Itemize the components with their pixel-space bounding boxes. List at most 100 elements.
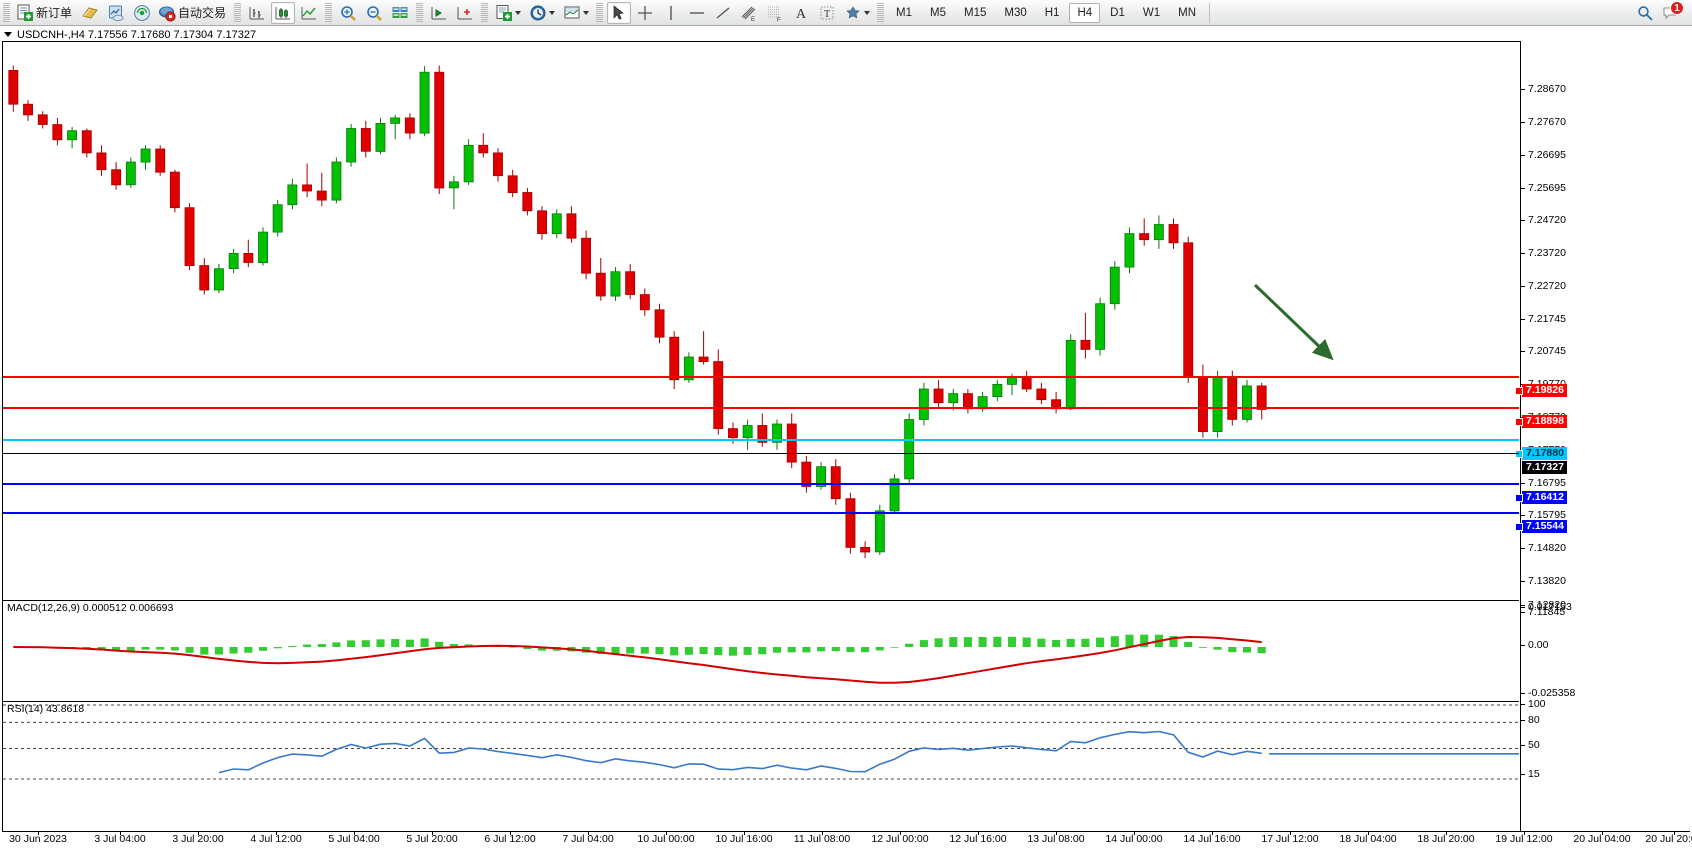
chevron-down-icon[interactable] [515,10,522,15]
indicators-button[interactable] [492,2,524,24]
time-tick [510,831,511,835]
horizontal-line-icon [688,4,706,22]
toolbar-group-3 [426,0,478,26]
bar-chart-button[interactable] [245,2,269,24]
crosshair-button[interactable] [633,2,657,24]
bar-chart-icon [248,4,266,22]
time-axis[interactable]: 30 Jun 2023 3 Jul 04:00 3 Jul 20:00 4 Jul 1… [2,831,1692,853]
strategy-tester-button[interactable] [104,2,128,24]
shapes-button[interactable] [841,2,873,24]
timeframe-w1[interactable]: W1 [1142,6,1161,19]
timeframe-h4[interactable]: H4 [1069,2,1101,23]
toolbar-grip[interactable] [3,2,10,23]
signals-button[interactable] [130,2,154,24]
resistance-line-2-label[interactable]: 7.18898 [1515,415,1567,428]
chart-menu-caret-icon[interactable] [4,32,12,37]
chevron-down-icon[interactable] [549,10,556,15]
auto-scroll-icon [430,4,448,22]
price-pane[interactable] [3,42,1519,599]
chevron-down-icon[interactable] [864,10,871,15]
resistance-line-2[interactable] [3,407,1519,409]
support-line-1-label[interactable]: 7.16412 [1515,491,1567,504]
timeframe-m5[interactable]: M5 [930,6,946,19]
search-icon-button[interactable] [1633,2,1657,24]
data-window-button[interactable] [388,2,412,24]
rsi-axis-tick: 80 [1521,714,1540,726]
candlestick-chart-button[interactable] [271,1,296,24]
support-line-2-label[interactable]: 7.15544 [1515,520,1567,533]
templates-button[interactable] [560,2,592,24]
time-tick [1602,831,1603,835]
time-tick-label: 17 Jul 12:00 [1261,833,1319,845]
toolbar-grip[interactable] [325,2,333,23]
cyan-line[interactable] [3,439,1519,441]
crosshair-icon [636,4,654,22]
resistance-line-1[interactable] [3,376,1519,378]
time-tick-label: 20 Jul 04:00 [1573,833,1631,845]
zoom-in-button[interactable] [336,2,360,24]
timeframe-mn[interactable]: MN [1178,6,1196,19]
toolbar-grip[interactable] [234,2,242,23]
trendline-button[interactable] [711,2,735,24]
price-tick: 7.22720 [1521,280,1566,292]
macd-axis-tick: 0.00 [1521,639,1548,651]
notifications-icon-button[interactable]: 1 [1659,0,1684,24]
toolbar-grip[interactable] [596,2,604,23]
price-tick: 7.12820 [1521,599,1566,611]
resistance-line-1-label[interactable]: 7.19826 [1515,384,1567,397]
zoom-out-button[interactable] [362,2,386,24]
macd-axis-tick: -0.025358 [1521,687,1575,699]
current-price-label[interactable]: 7.17327 [1522,461,1567,474]
text-button[interactable]: A [789,2,813,24]
price-tick: 7.24720 [1521,214,1566,226]
macd-pane[interactable]: MACD(12,26,9) 0.000512 0.006693 [3,600,1519,700]
time-tick-label: 12 Jul 00:00 [871,833,929,845]
candlestick-series [8,65,1267,559]
cyan-line-label[interactable]: 7.17880 [1515,447,1567,460]
autotrading-button[interactable]: 自动交易 [156,2,230,24]
line-chart-button[interactable] [297,2,321,24]
price-scale[interactable]: 7.28670 7.27670 7.26695 7.25695 7.24720 7.237… [1515,41,1692,853]
price-tick-label: 7.11845 [1528,606,1566,618]
time-tick [38,831,39,835]
chevron-down-icon[interactable] [583,10,590,15]
toolbar-grip[interactable] [877,2,885,23]
price-tick: 7.14820 [1521,542,1566,554]
timeframe-m1[interactable]: M1 [896,6,913,19]
horizontal-line-button[interactable] [685,2,709,24]
toolbar-grip[interactable] [481,2,489,23]
fibonacci-retracement-button[interactable]: F [763,2,787,24]
chart-shift-button[interactable] [453,2,477,24]
time-tick-label: 18 Jul 04:00 [1339,833,1397,845]
cursor-button[interactable] [607,1,632,24]
period-button[interactable] [526,2,558,24]
timeframe-d1[interactable]: D1 [1110,6,1125,19]
timeframe-h1[interactable]: H1 [1044,6,1060,19]
current-price[interactable] [3,453,1519,454]
toolbar-grip[interactable] [416,2,424,23]
time-tick-label: 3 Jul 20:00 [172,833,224,845]
price-tick: 7.28670 [1521,83,1566,95]
support-line-1[interactable] [3,483,1519,485]
vertical-line-button[interactable] [659,2,683,24]
price-tick-label: 7.14820 [1528,542,1566,554]
timeframe-m30[interactable]: M30 [1004,6,1027,19]
time-tick [354,831,355,835]
time-tick-label: 7 Jul 04:00 [562,833,614,845]
new-order-button[interactable]: 新订单 [14,2,76,24]
equidistant-channel-button[interactable]: E [737,2,761,24]
text-label-button[interactable]: T [815,2,839,24]
time-tick-label: 19 Jul 12:00 [1495,833,1553,845]
auto-scroll-button[interactable] [427,2,451,24]
time-tick [822,831,823,835]
price-tick-label: 7.20745 [1528,345,1566,357]
symbol-info-bar: USDCNH-,H4 7.17556 7.17680 7.17304 7.173… [0,27,1692,42]
time-tick-label: 20 Jul 20:00 [1645,833,1692,845]
expert-advisors-button[interactable] [78,2,102,24]
chart-window[interactable]: USDCNH-,H4 7.17556 7.17680 7.17304 7.173… [0,26,1692,853]
rsi-pane[interactable]: RSI(14) 43.8618 [3,701,1519,794]
timeframe-m15[interactable]: M15 [964,6,987,19]
templates-icon [563,4,581,22]
price-tick: 7.25695 [1521,182,1566,194]
support-line-2[interactable] [3,512,1519,514]
